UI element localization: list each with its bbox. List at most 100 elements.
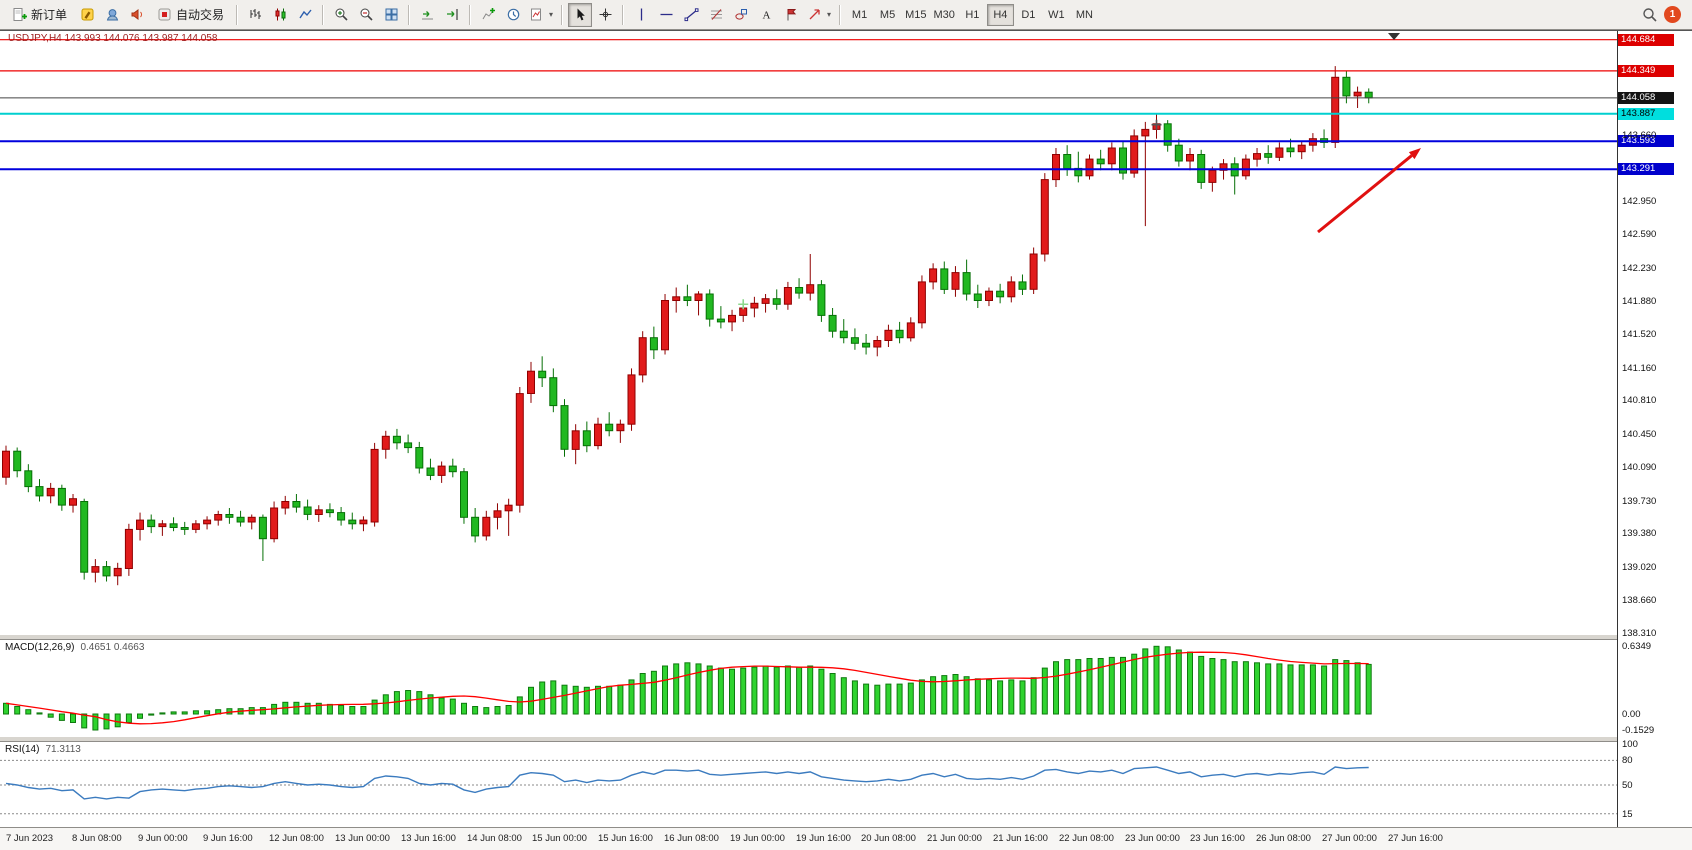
crosshair-icon — [599, 8, 612, 21]
signals-button[interactable] — [125, 3, 149, 27]
time-axis-label: 27 Jun 16:00 — [1388, 833, 1443, 844]
toolbar-separator — [236, 4, 239, 25]
y-axis-tick: 139.730 — [1622, 496, 1657, 507]
chart-shift-button[interactable] — [440, 3, 464, 27]
tile-windows-button[interactable] — [379, 3, 403, 27]
time-axis-label: 12 Jun 08:00 — [269, 833, 324, 844]
timeframe-button-h4[interactable]: H4 — [986, 3, 1014, 26]
vertical-line-icon — [640, 8, 642, 21]
periods-icon — [507, 8, 519, 21]
market-icon — [106, 9, 118, 21]
metaeditor-button[interactable] — [75, 3, 99, 27]
panel-splitter[interactable] — [0, 634, 1692, 640]
time-axis-label: 14 Jun 08:00 — [467, 833, 522, 844]
y-axis-tick: 138.660 — [1622, 595, 1657, 606]
signals-icon — [131, 9, 142, 20]
time-axis-label: 23 Jun 16:00 — [1190, 833, 1245, 844]
toolbar-separator — [469, 4, 472, 25]
text-icon: A — [762, 10, 770, 22]
market-button[interactable] — [100, 3, 124, 27]
rsi-axis-tick: 15 — [1622, 809, 1633, 820]
time-axis-label: 16 Jun 08:00 — [664, 833, 719, 844]
time-axis-label: 19 Jun 00:00 — [730, 833, 785, 844]
timeframe-button-h1[interactable]: H1 — [959, 4, 986, 26]
rsi-name: RSI(14) — [5, 744, 40, 755]
toolbar-separator — [622, 4, 625, 25]
text-button[interactable]: A — [754, 3, 778, 27]
time-axis-label: 7 Jun 2023 — [6, 833, 54, 844]
search-icon[interactable] — [1642, 7, 1658, 23]
candles — [2, 66, 1373, 586]
periods-button[interactable] — [501, 3, 525, 27]
bar-chart-button[interactable] — [243, 3, 267, 27]
main-price-chart[interactable] — [0, 31, 1617, 634]
time-axis-label: 8 Jun 08:00 — [72, 833, 122, 844]
notification-badge[interactable]: 1 — [1664, 6, 1681, 23]
y-axis-tick: 139.020 — [1622, 562, 1657, 573]
macd-values: 0.4651 0.4663 — [80, 642, 145, 653]
timeframe-button-m5[interactable]: M5 — [874, 4, 901, 26]
price-axis: 144.684 144.349 144.058 143.887 143.593 143.2… — [1617, 31, 1692, 827]
arrows-button[interactable]: ▾ — [804, 3, 834, 27]
shapes-button[interactable] — [729, 3, 753, 27]
auto-trading-label: 自动交易 — [176, 8, 225, 22]
time-axis-label: 9 Jun 16:00 — [203, 833, 253, 844]
text-label-button[interactable] — [779, 3, 803, 27]
arrows-icon — [809, 9, 820, 20]
bar-chart-icon — [250, 9, 261, 19]
timeframe-button-d1[interactable]: D1 — [1015, 4, 1042, 26]
macd-axis-tick: 0.6349 — [1622, 641, 1652, 652]
y-axis-tick: 141.880 — [1622, 296, 1657, 307]
timeframe-button-w1[interactable]: W1 — [1043, 4, 1070, 26]
shapes-icon — [734, 9, 747, 20]
cross-marker — [1151, 119, 1162, 130]
rsi-panel[interactable] — [0, 742, 1617, 827]
new-order-button[interactable]: 新订单 — [5, 3, 74, 27]
time-axis-label: 26 Jun 08:00 — [1256, 833, 1311, 844]
timeframe-button-m15[interactable]: M15 — [902, 4, 929, 26]
rsi-value: 71.3113 — [45, 744, 81, 755]
timeframe-button-m1[interactable]: M1 — [846, 4, 873, 26]
chart-window: USDJPY,H4 143.993 144.076 143.987 144.05… — [0, 30, 1692, 850]
rsi-axis-tick: 100 — [1622, 739, 1638, 750]
metaeditor-icon — [81, 8, 94, 21]
zoom-in-button[interactable] — [329, 3, 353, 27]
fibonacci-button[interactable] — [704, 3, 728, 27]
candlestick-chart-icon — [275, 8, 286, 21]
time-axis-label: 9 Jun 00:00 — [138, 833, 188, 844]
templates-icon — [531, 8, 542, 21]
price-line-label: 144.684 — [1618, 34, 1674, 46]
macd-axis-tick: 0.00 — [1622, 709, 1641, 720]
auto-trading-icon — [158, 8, 171, 21]
templates-button[interactable]: ▾ — [526, 3, 556, 27]
indicators-button[interactable] — [476, 3, 500, 27]
time-axis-label: 21 Jun 16:00 — [993, 833, 1048, 844]
panel-splitter[interactable] — [0, 736, 1692, 742]
new-order-label: 新订单 — [31, 8, 68, 22]
new-order-icon — [13, 8, 27, 21]
crosshair-button[interactable] — [593, 3, 617, 27]
time-axis-label: 13 Jun 16:00 — [401, 833, 456, 844]
auto-scroll-icon — [421, 11, 433, 20]
vertical-line-button[interactable] — [629, 3, 653, 27]
macd-axis-tick: -0.1529 — [1622, 725, 1655, 736]
trendline-button[interactable] — [679, 3, 703, 27]
auto-trading-button[interactable]: 自动交易 — [150, 3, 231, 27]
zoom-out-button[interactable] — [354, 3, 378, 27]
zoom-in-icon — [335, 8, 348, 21]
timeframe-button-mn[interactable]: MN — [1071, 4, 1098, 26]
macd-panel[interactable] — [0, 640, 1617, 736]
chart-shift-marker — [1388, 33, 1400, 40]
timeframe-button-m30[interactable]: M30 — [930, 4, 957, 26]
y-axis-tick: 143.660 — [1622, 130, 1657, 141]
price-line-label: 144.058 — [1618, 92, 1674, 104]
line-chart-icon — [298, 9, 312, 19]
line-chart-button[interactable] — [293, 3, 317, 27]
candlestick-chart-button[interactable] — [268, 3, 292, 27]
horizontal-line-button[interactable] — [654, 3, 678, 27]
auto-scroll-button[interactable] — [415, 3, 439, 27]
tile-windows-icon — [385, 8, 398, 21]
cursor-button[interactable] — [568, 2, 593, 27]
time-axis: 7 Jun 2023 8 Jun 08:00 9 Jun 00:00 9 Jun 16… — [0, 827, 1692, 850]
